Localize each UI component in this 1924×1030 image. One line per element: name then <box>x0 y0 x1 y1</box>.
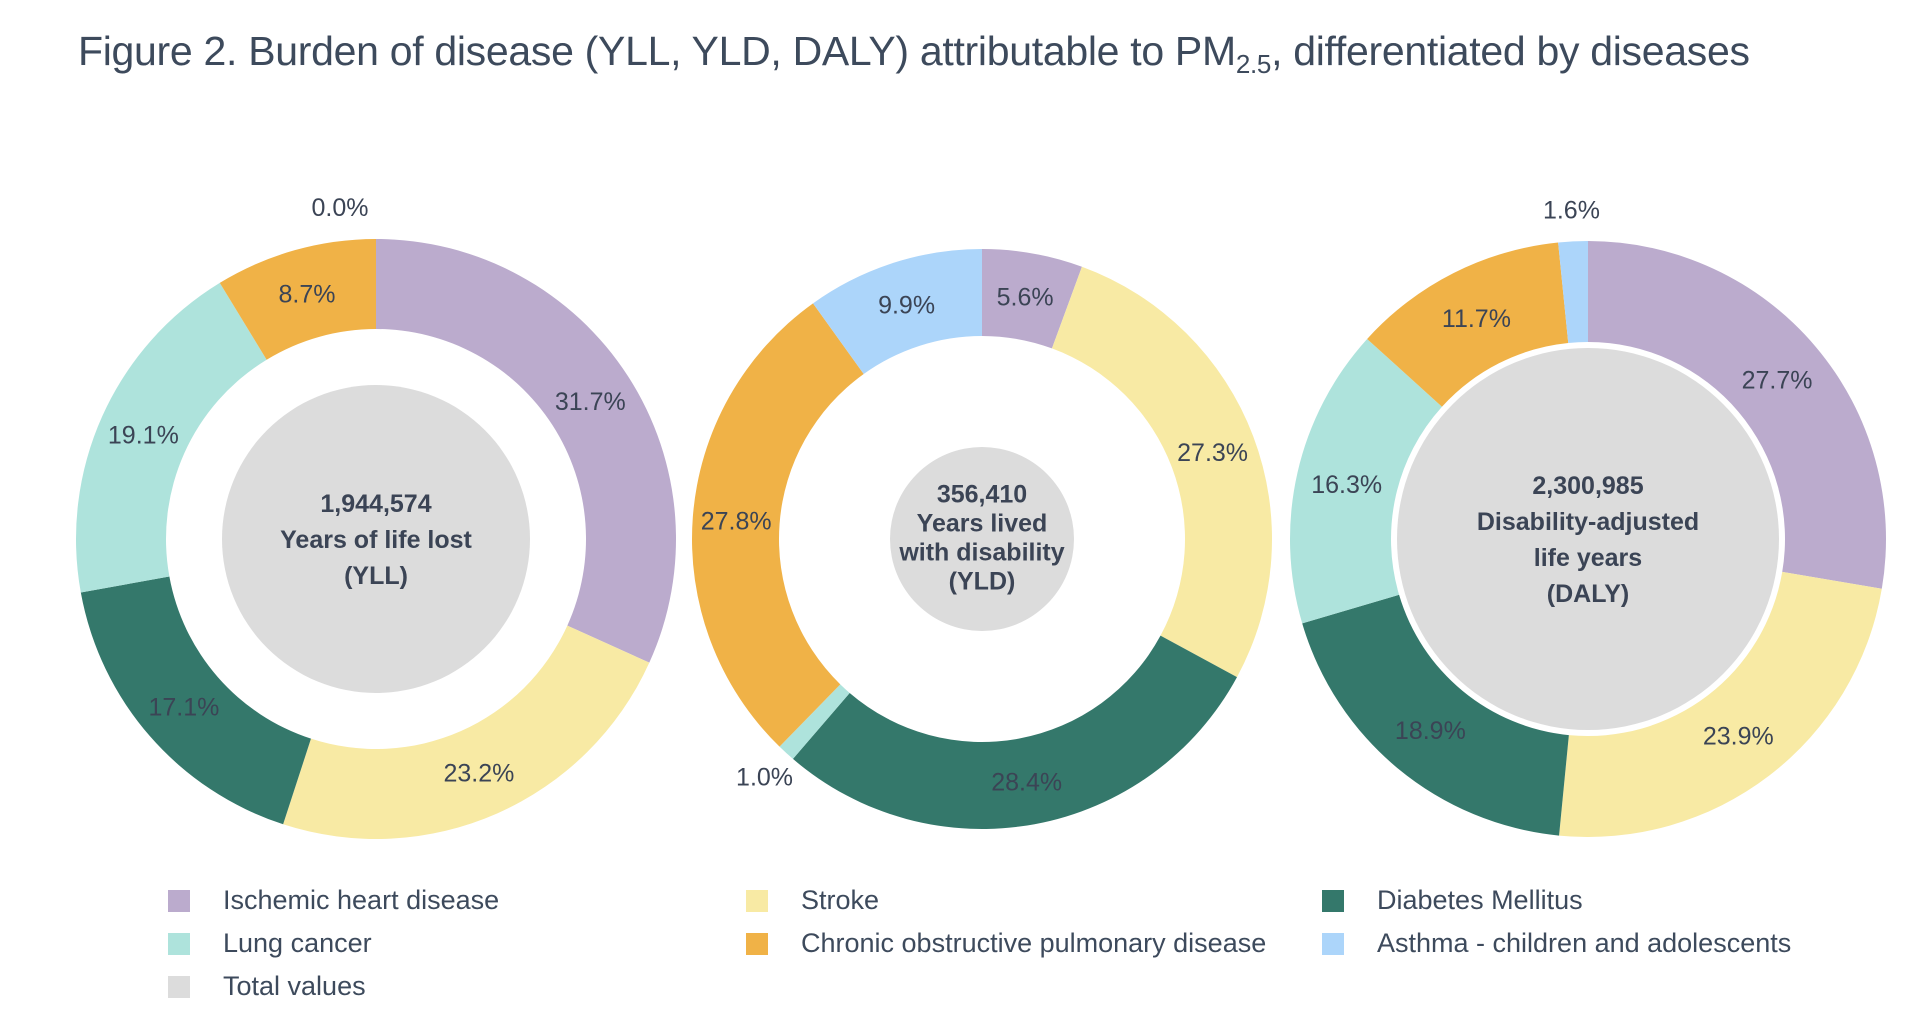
center-label: life years <box>1534 544 1642 572</box>
segment-stroke <box>1051 266 1272 678</box>
segment-label-asthma: 1.6% <box>1543 196 1600 224</box>
legend-label: Lung cancer <box>223 928 372 958</box>
segment-label-diabetes: 18.9% <box>1395 717 1466 745</box>
segment-label-copd: 11.7% <box>1442 305 1511 333</box>
legend-item-asthma: Asthma - children and adolescents <box>1322 928 1791 959</box>
legend-item-total: Total values <box>168 971 366 1002</box>
segment-diabetes <box>1302 594 1569 836</box>
legend-item-copd: Chronic obstructive pulmonary disease <box>746 928 1266 959</box>
title-subscript: 2.5 <box>1235 49 1272 79</box>
segment-diabetes <box>80 576 311 825</box>
segment-label-copd: 8.7% <box>279 281 336 309</box>
segment-label-lung: 16.3% <box>1311 471 1382 499</box>
segment-label-stroke: 23.2% <box>443 759 514 787</box>
center-label: 1,944,574 <box>320 490 431 518</box>
segment-label-ihd: 31.7% <box>555 388 626 416</box>
center-label: (YLD) <box>949 568 1016 596</box>
segment-lung <box>779 684 850 759</box>
segment-label-copd: 27.8% <box>701 507 772 535</box>
center-label: Disability-adjusted <box>1477 508 1699 536</box>
center-label: with disability <box>898 539 1064 567</box>
center-label: (DALY) <box>1547 580 1629 608</box>
segment-stroke <box>1559 571 1882 837</box>
segment-lung <box>1290 338 1442 624</box>
center-label: 356,410 <box>937 481 1027 509</box>
legend-label: Chronic obstructive pulmonary disease <box>801 928 1267 958</box>
center-label: (YLL) <box>344 562 408 590</box>
segment-stroke <box>283 625 650 839</box>
segment-ihd <box>376 239 677 663</box>
segment-copd <box>219 239 376 360</box>
center-label: 2,300,985 <box>1532 472 1643 500</box>
segment-lung <box>75 282 267 593</box>
segment-copd <box>692 303 864 747</box>
total-circle <box>890 447 1074 631</box>
legend-label: Asthma - children and adolescents <box>1377 928 1792 958</box>
figure-title: Figure 2. Burden of disease (YLL, YLD, D… <box>78 28 1750 80</box>
segment-ihd <box>1588 241 1886 589</box>
center-label: Years of life lost <box>280 526 472 554</box>
legend-label: Ischemic heart disease <box>223 885 500 915</box>
legend-swatch <box>168 975 190 998</box>
segment-label-diabetes: 17.1% <box>148 694 219 722</box>
segment-label-asthma: 0.0% <box>312 194 369 222</box>
title-text-rest: , differentiated by diseases <box>1271 28 1750 74</box>
legend-swatch <box>746 889 768 912</box>
legend-label: Total values <box>223 971 366 1001</box>
segment-label-stroke: 27.3% <box>1177 439 1248 467</box>
segment-label-lung: 1.0% <box>736 763 793 791</box>
legend-swatch <box>1322 889 1344 912</box>
legend-item-ihd: Ischemic heart disease <box>168 885 499 916</box>
legend-label: Stroke <box>801 885 880 915</box>
segment-label-ihd: 27.7% <box>1742 366 1813 394</box>
center-label: Years lived <box>917 510 1048 538</box>
total-circle <box>222 385 530 693</box>
segment-asthma <box>1558 241 1588 343</box>
legend-swatch <box>1322 932 1344 955</box>
legend-item-diabetes: Diabetes Mellitus <box>1322 885 1583 916</box>
legend-item-stroke: Stroke <box>746 885 879 916</box>
legend-item-lung: Lung cancer <box>168 928 372 959</box>
segment-label-diabetes: 28.4% <box>991 768 1062 796</box>
legend-label: Diabetes Mellitus <box>1377 885 1583 915</box>
segment-copd <box>1367 242 1569 407</box>
segment-label-lung: 19.1% <box>108 422 179 450</box>
segment-diabetes <box>792 635 1238 829</box>
legend-swatch <box>168 889 190 912</box>
legend-swatch <box>168 932 190 955</box>
segment-label-asthma: 9.9% <box>878 291 935 319</box>
segment-asthma <box>813 249 982 375</box>
segment-label-ihd: 5.6% <box>997 283 1054 311</box>
legend-swatch <box>746 932 768 955</box>
segment-label-stroke: 23.9% <box>1703 723 1774 751</box>
title-text: Figure 2. Burden of disease (YLL, YLD, D… <box>78 28 1236 74</box>
total-circle <box>1397 348 1779 730</box>
segment-ihd <box>982 249 1082 349</box>
